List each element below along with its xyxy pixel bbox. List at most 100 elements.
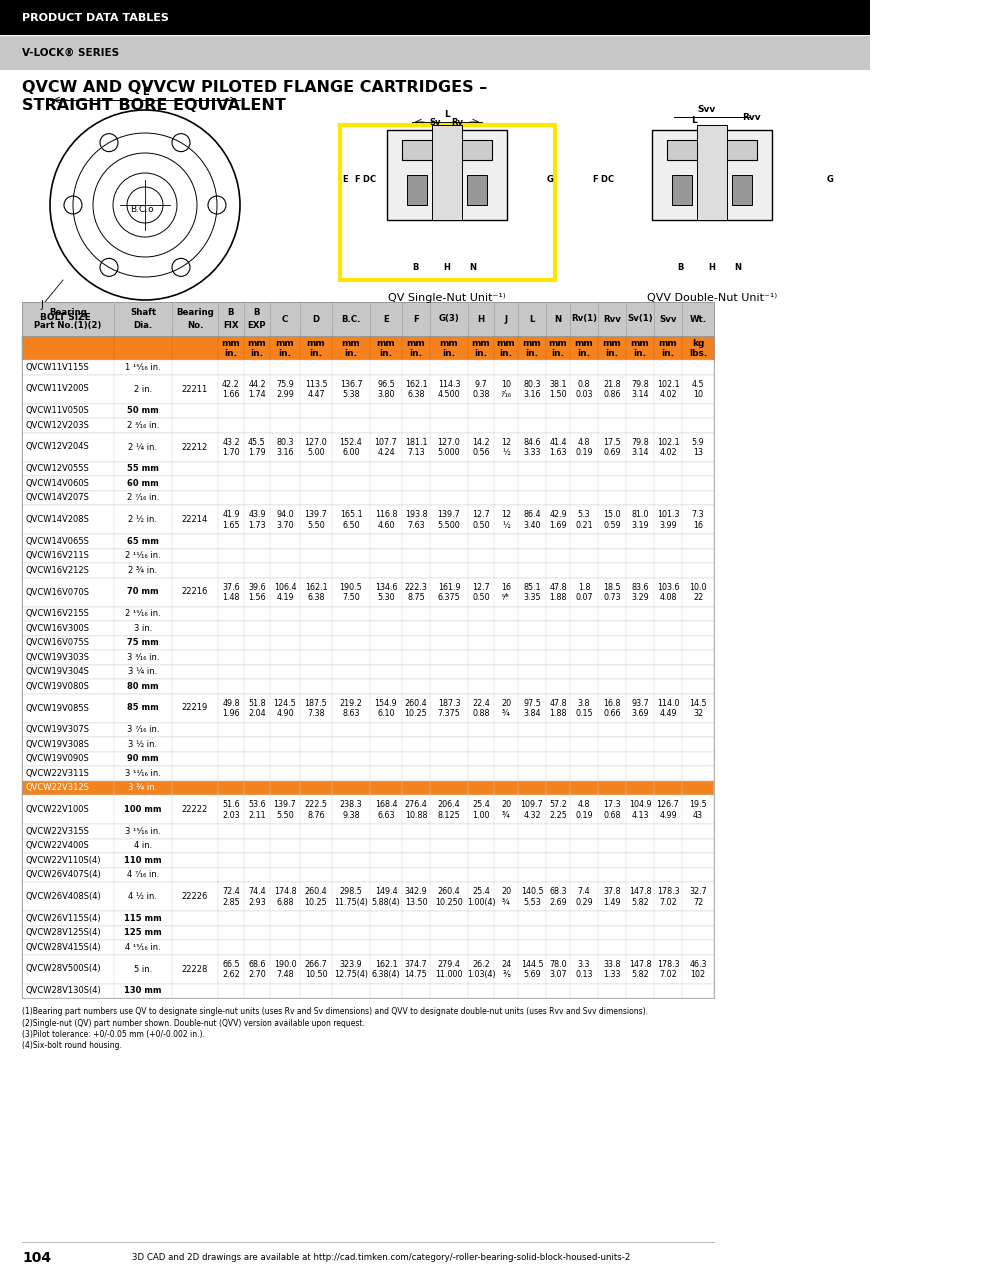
Text: 17.3: 17.3 [603,800,621,809]
Text: 8.125: 8.125 [438,810,460,819]
Text: Bearing: Bearing [49,308,87,317]
Text: 260.4: 260.4 [405,699,427,708]
Text: 1.33: 1.33 [603,970,621,979]
Bar [22,462,714,476]
Text: 32.7: 32.7 [689,887,707,896]
Text: 22214: 22214 [182,515,208,524]
Text: 24: 24 [501,960,511,969]
Text: 7.48: 7.48 [276,970,294,979]
Text: in.: in. [578,348,590,358]
Text: 97.5: 97.5 [523,699,541,708]
Text: L: L [691,116,697,125]
Text: 5.82: 5.82 [631,970,649,979]
Text: 5 in.: 5 in. [134,965,152,974]
Text: 4.8: 4.8 [578,800,590,809]
Text: 140.5: 140.5 [521,887,543,896]
Text: 21.8: 21.8 [603,380,621,389]
Text: 1.8: 1.8 [578,582,590,591]
Text: QVCW28V500S(4): QVCW28V500S(4) [25,965,101,974]
Text: 8.76: 8.76 [307,810,325,819]
Text: 219.2: 219.2 [340,699,362,708]
Text: 8.63: 8.63 [342,709,360,718]
Text: N: N [469,264,476,273]
Text: mm: mm [377,339,395,348]
Text: 72: 72 [693,897,703,906]
Bar [407,175,427,205]
Text: mm: mm [307,339,325,348]
Text: 4.24: 4.24 [377,448,395,457]
Bar [732,175,752,205]
Text: 154.9: 154.9 [375,699,397,708]
Text: 9.7: 9.7 [475,380,487,389]
Text: 33.8: 33.8 [603,960,621,969]
Text: 0.21: 0.21 [575,521,593,530]
Text: N: N [554,315,562,324]
Text: QVCW19V307S: QVCW19V307S [25,726,89,735]
Text: 3 in.: 3 in. [134,623,152,632]
Text: 3 ¹⁵⁄₁₆ in.: 3 ¹⁵⁄₁₆ in. [125,827,161,836]
Text: Sv(1): Sv(1) [627,315,653,324]
Text: 43: 43 [693,810,703,819]
Text: in.: in. [344,348,358,358]
Bar [22,621,714,635]
Text: 45.5: 45.5 [248,438,266,447]
Text: 10.88: 10.88 [405,810,427,819]
Text: 0.50: 0.50 [472,521,490,530]
Bar [467,175,487,205]
Bar [22,955,714,983]
Text: QVCW11V200S: QVCW11V200S [25,384,89,393]
Text: 57.2: 57.2 [549,800,567,809]
Text: in.: in. [250,348,264,358]
Text: in.: in. [662,348,674,358]
Text: V-LOCK® SERIES: V-LOCK® SERIES [22,47,119,58]
Text: QVCW22V400S: QVCW22V400S [25,841,89,850]
Text: mm: mm [440,339,458,348]
Text: 4.32: 4.32 [523,810,541,819]
Text: 3.07: 3.07 [549,970,567,979]
Text: 2.03: 2.03 [222,810,240,819]
Bar [22,577,714,607]
Text: 4.5: 4.5 [692,380,704,389]
Text: 18.5: 18.5 [603,582,621,591]
Text: 3.29: 3.29 [631,594,649,603]
Text: 11.75(4): 11.75(4) [334,897,368,906]
Text: 206.4: 206.4 [438,800,460,809]
Text: 51.6: 51.6 [222,800,240,809]
Text: 0.29: 0.29 [575,897,593,906]
Text: PRODUCT DATA TABLES: PRODUCT DATA TABLES [22,13,169,23]
Text: E: E [142,87,148,97]
Text: 37.8: 37.8 [603,887,621,896]
Bar [22,940,714,955]
Text: 266.7: 266.7 [305,960,327,969]
Text: mm: mm [342,339,360,348]
Text: 2 ³⁄₁₆ in.: 2 ³⁄₁₆ in. [127,421,159,430]
Text: 1.03(4): 1.03(4) [467,970,495,979]
Text: mm: mm [523,339,541,348]
Text: E: E [383,315,389,324]
Text: lbs.: lbs. [689,348,707,358]
Text: 136.7: 136.7 [340,380,362,389]
Text: 5.00: 5.00 [307,448,325,457]
Text: 0.38: 0.38 [472,390,490,399]
Bar [22,433,714,462]
Text: 2.25: 2.25 [549,810,567,819]
Text: 12: 12 [501,438,511,447]
Text: QVCW11V115S: QVCW11V115S [25,362,89,371]
Text: 5.000: 5.000 [438,448,460,457]
Text: 3.40: 3.40 [523,521,541,530]
Text: 7.50: 7.50 [342,594,360,603]
Text: 222.3: 222.3 [405,582,427,591]
Text: QVCW16V300S: QVCW16V300S [25,623,89,632]
Text: 37.6: 37.6 [222,582,240,591]
Bar [22,335,714,360]
Bar [22,678,714,694]
Text: QVCW14V208S: QVCW14V208S [25,515,89,524]
Text: 22: 22 [693,594,703,603]
Text: 106.4: 106.4 [274,582,296,591]
Text: 3.19: 3.19 [631,521,649,530]
Text: QVV Double-Nut Unit⁻¹⁾: QVV Double-Nut Unit⁻¹⁾ [647,293,777,303]
Text: 2 ¼ in.: 2 ¼ in. [128,443,158,452]
Text: 4.99: 4.99 [659,810,677,819]
Text: 3.33: 3.33 [523,448,541,457]
Text: 178.3: 178.3 [657,960,679,969]
